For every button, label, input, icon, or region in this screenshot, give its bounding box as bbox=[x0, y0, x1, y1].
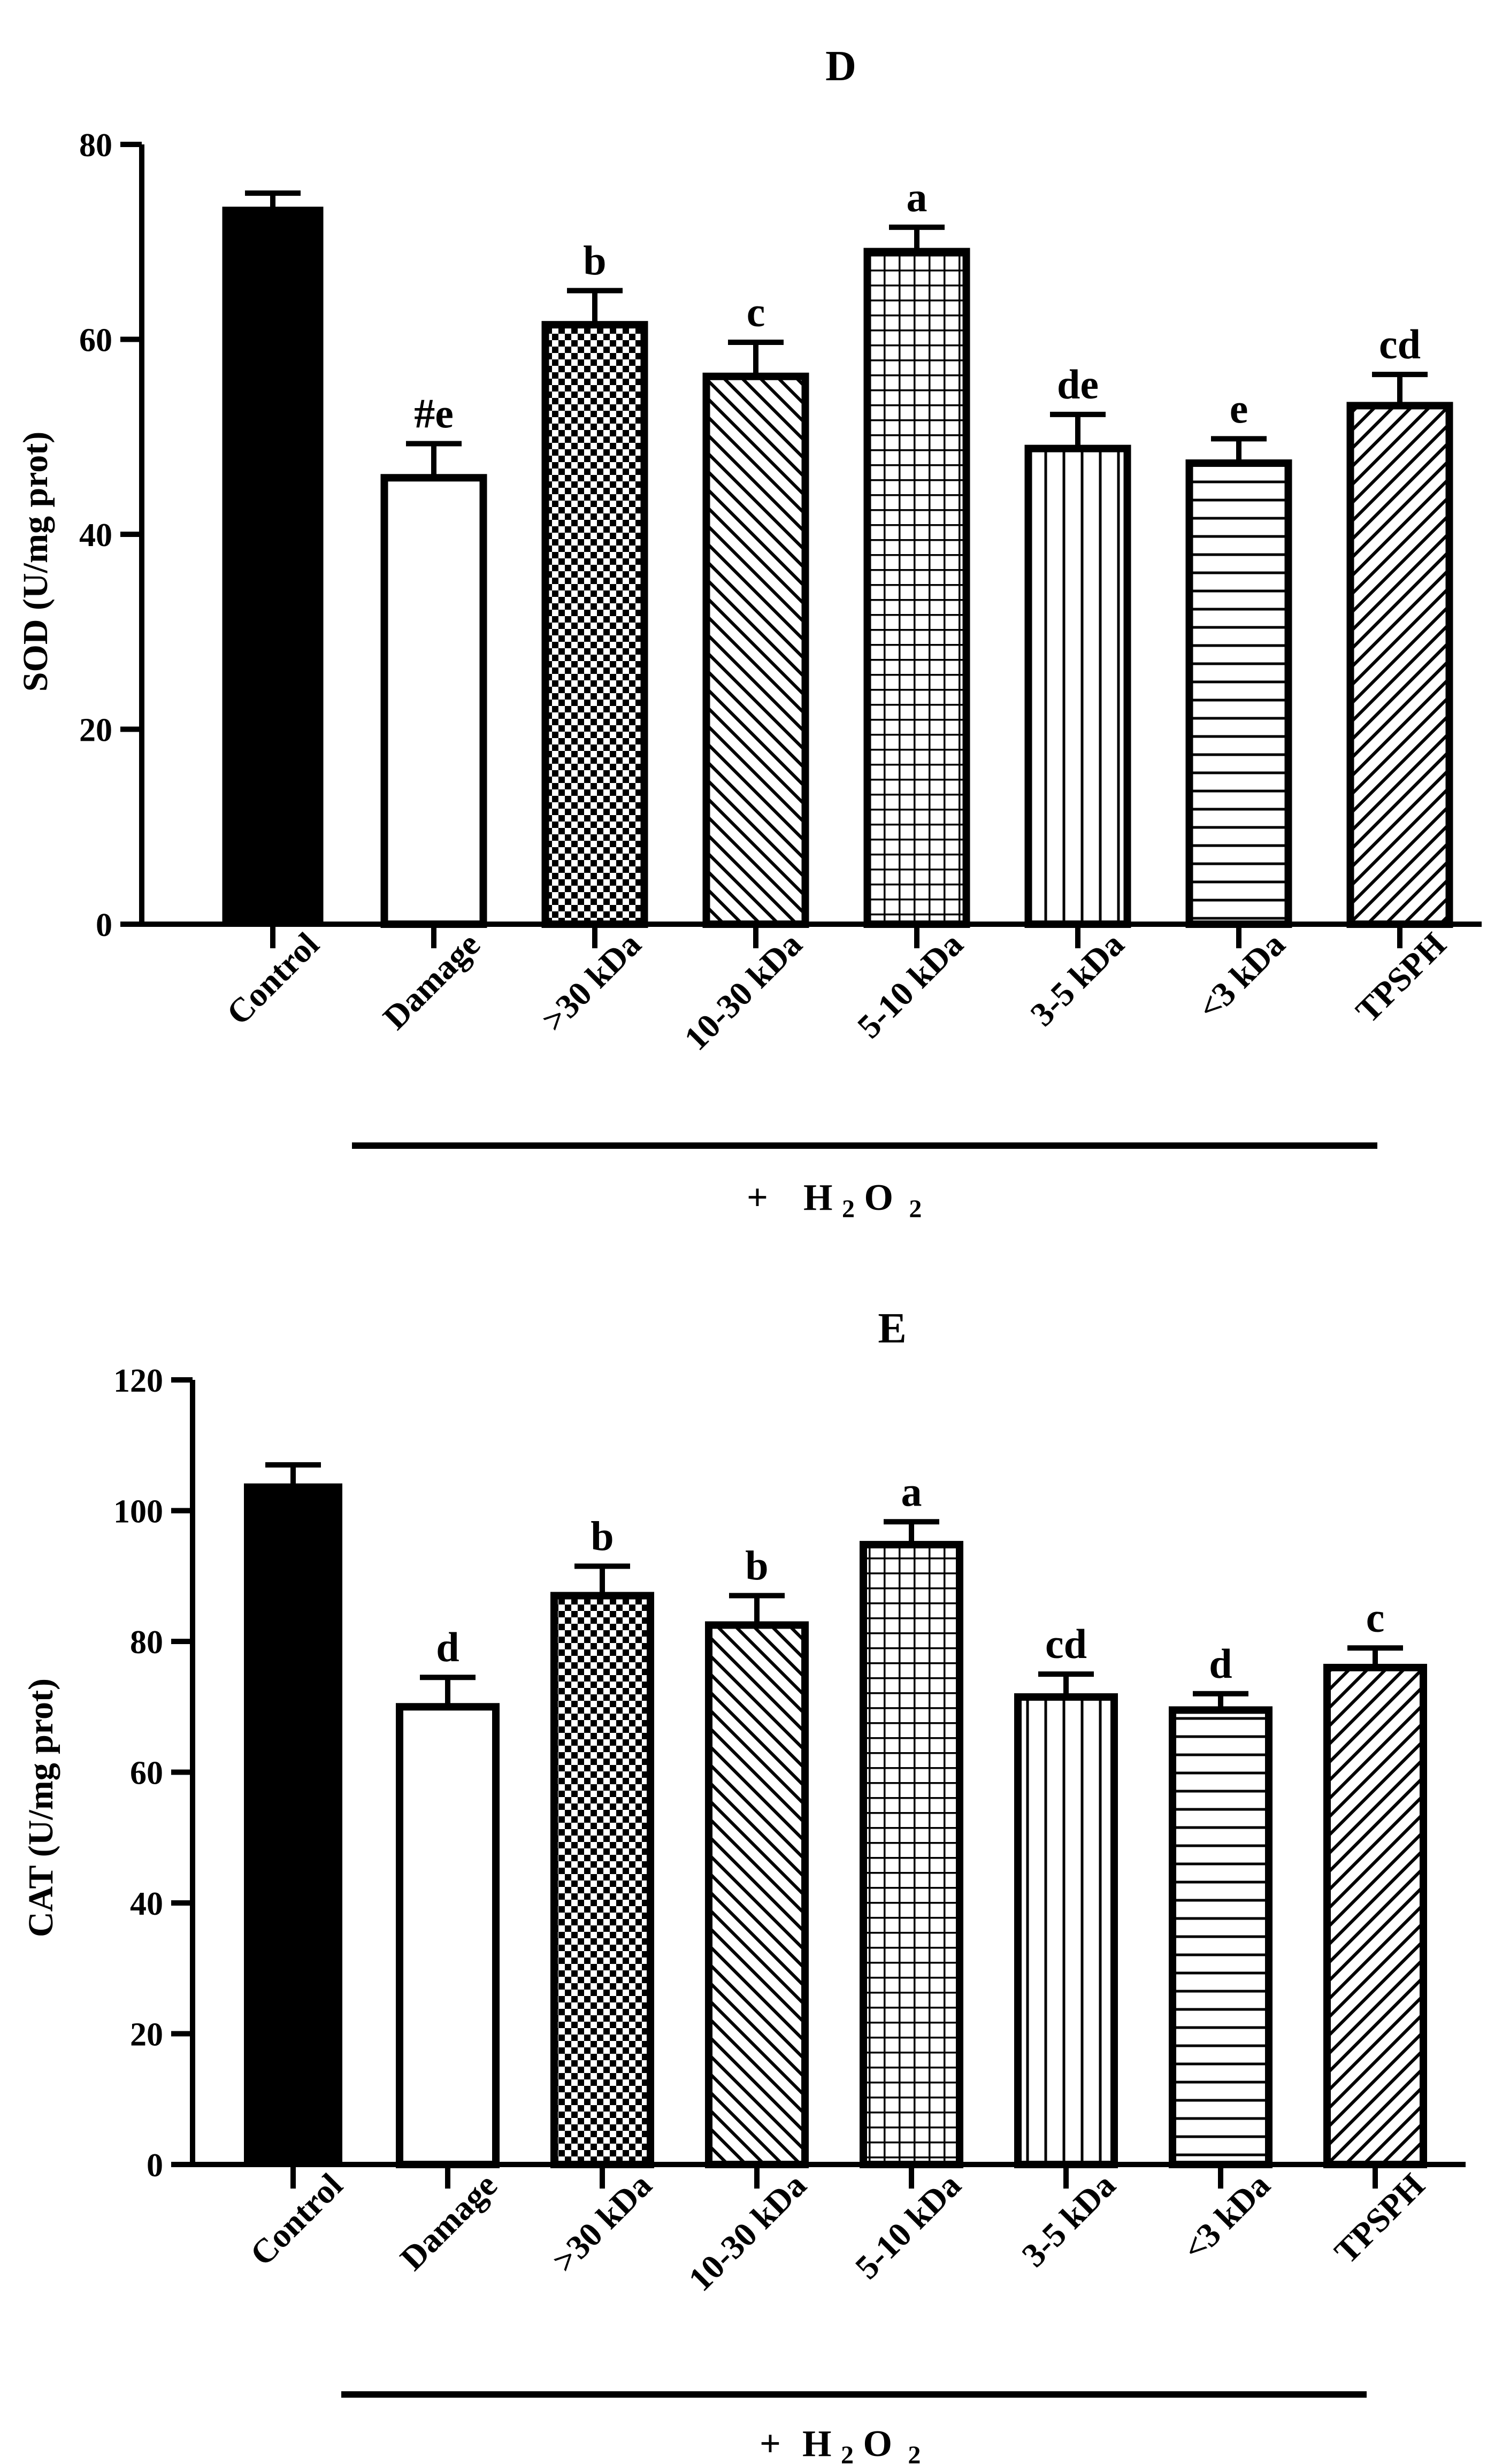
bar bbox=[396, 1703, 500, 2168]
bar bbox=[1169, 1706, 1273, 2169]
y-tick-label: 120 bbox=[113, 1363, 163, 1399]
category-label: 10-30 kDa bbox=[677, 925, 809, 1058]
bar bbox=[860, 1541, 963, 2169]
bar bbox=[244, 1483, 342, 2166]
y-tick-label: 80 bbox=[130, 1624, 163, 1661]
bars bbox=[244, 1462, 1427, 2169]
group-chem-o: O bbox=[864, 1177, 893, 1218]
group-chem-o: O bbox=[863, 2423, 892, 2464]
group-chem-sub2: 2 bbox=[909, 1195, 922, 1223]
group-chem-sub1: 2 bbox=[841, 2441, 854, 2464]
significance-letter: cd bbox=[1045, 1621, 1087, 1667]
group-plus: + bbox=[747, 1177, 768, 1218]
y-tick-label: 60 bbox=[79, 323, 112, 359]
significance-letter: cd bbox=[1379, 321, 1421, 367]
bar bbox=[222, 206, 324, 925]
y-tick-label: 40 bbox=[130, 1886, 163, 1922]
group-chem-sub1: 2 bbox=[842, 1195, 855, 1223]
category-label: >30 kDa bbox=[534, 925, 648, 1039]
significance-letter: c bbox=[747, 289, 765, 335]
group-chem-h: H bbox=[802, 2423, 831, 2464]
category-label: TPSPH bbox=[1327, 2166, 1432, 2271]
category-label: <3 kDa bbox=[1175, 2166, 1277, 2268]
significance-letter: c bbox=[1366, 1594, 1385, 1641]
group-chem-h: H bbox=[803, 1177, 832, 1218]
chart-title: D bbox=[825, 43, 856, 90]
y-tick-label: 0 bbox=[96, 907, 112, 943]
category-label: 10-30 kDa bbox=[681, 2166, 814, 2299]
y-tick-label: 80 bbox=[79, 127, 112, 164]
significance-letter: e bbox=[1230, 385, 1248, 432]
group-plus: + bbox=[760, 2423, 781, 2464]
bars bbox=[222, 190, 1453, 928]
bar bbox=[380, 474, 487, 928]
chart-panel-e: E CAT (U/mg prot) 0 20 40 60 80 100 120 Control… bbox=[21, 1305, 1466, 2464]
bar bbox=[1185, 459, 1292, 928]
chart-title: E bbox=[878, 1305, 906, 1352]
significance-letter: a bbox=[901, 1468, 922, 1515]
bar bbox=[541, 321, 648, 928]
significance-letter: #e bbox=[414, 390, 454, 437]
significance-letter: b bbox=[583, 237, 606, 283]
category-label: 5-10 kDa bbox=[850, 925, 970, 1046]
significance-letter: b bbox=[591, 1513, 614, 1559]
group-label: + H 2 O 2 bbox=[747, 1177, 922, 1226]
y-tick-label: 20 bbox=[130, 2017, 163, 2053]
y-tick-label: 60 bbox=[130, 1755, 163, 1792]
bar bbox=[550, 1592, 654, 2168]
bar bbox=[863, 248, 970, 928]
group-label: + H 2 O 2 bbox=[760, 2423, 921, 2464]
bar bbox=[1346, 402, 1453, 928]
bar bbox=[702, 372, 809, 928]
category-label: 5-10 kDa bbox=[848, 2166, 968, 2286]
category-label: Control bbox=[243, 2166, 350, 2273]
bar bbox=[1024, 444, 1131, 928]
y-tick-label: 100 bbox=[113, 1494, 163, 1530]
significance-letter: b bbox=[745, 1542, 768, 1588]
y-tick-label: 0 bbox=[147, 2147, 163, 2184]
significance-letter: a bbox=[907, 174, 928, 220]
significance-letter: d bbox=[1209, 1640, 1232, 1687]
bar bbox=[1014, 1693, 1118, 2169]
y-axis-label: SOD (U/mg prot) bbox=[16, 432, 55, 692]
y-axis-label: CAT (U/mg prot) bbox=[21, 1678, 60, 1937]
y-tick-label: 40 bbox=[79, 517, 112, 554]
bar bbox=[705, 1621, 809, 2168]
significance-letter: d bbox=[436, 1624, 459, 1670]
chart-panel-d: D SOD (U/mg prot) 020406080Control#eDama… bbox=[16, 43, 1482, 1226]
y-tick-label: 20 bbox=[79, 712, 112, 749]
group-chem-sub2: 2 bbox=[908, 2441, 921, 2464]
significance-letter: de bbox=[1057, 361, 1099, 408]
bar bbox=[1323, 1663, 1427, 2168]
